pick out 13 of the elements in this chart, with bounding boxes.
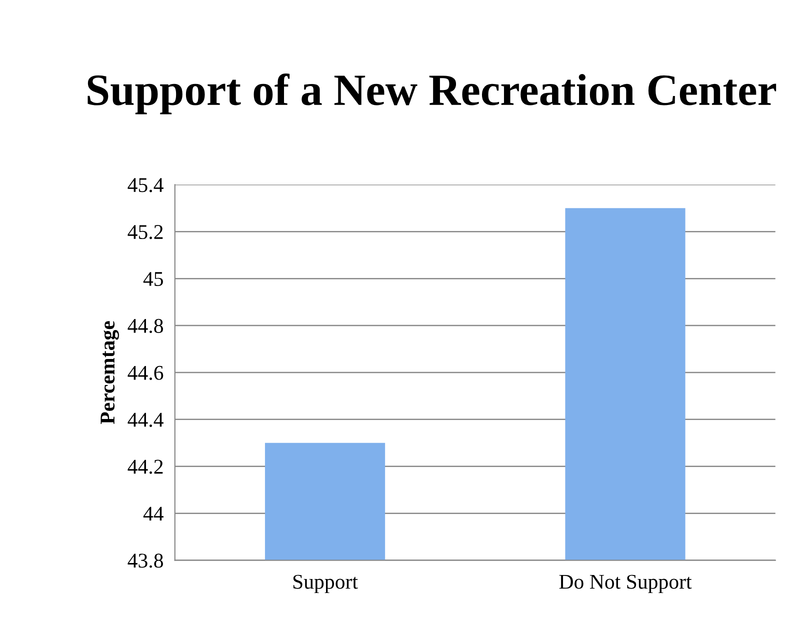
chart-title: Support of a New Recreation Center (88, 74, 776, 114)
y-tick-label: 44.2 (128, 460, 163, 474)
y-tick-label: 44 (143, 506, 164, 521)
y-tick-label: 45 (143, 272, 163, 286)
y-tick-label: 45.4 (128, 178, 164, 192)
x-tick-label: Support (293, 574, 358, 594)
y-tick-label: 43.8 (128, 554, 163, 568)
y-tick-label: 45.2 (128, 225, 163, 240)
x-tick-label: Do Not Support (559, 574, 692, 594)
y-tick-label: 44.6 (128, 366, 164, 380)
y-tick-label: 44.4 (128, 412, 164, 427)
y-axis-title: Percemtage (100, 321, 119, 424)
y-tick-label: 44.8 (128, 318, 163, 334)
